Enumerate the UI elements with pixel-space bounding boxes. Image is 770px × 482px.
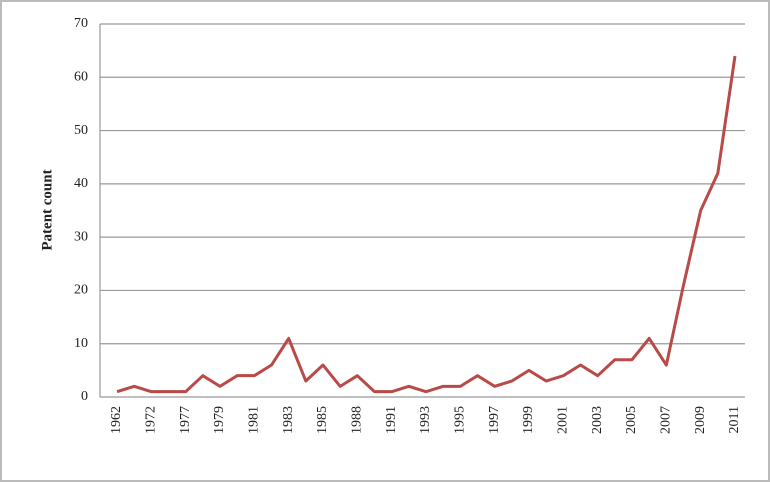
x-tick-label: 1999 [521,406,536,434]
x-tick-label: 1979 [212,406,227,434]
series-line [116,55,737,394]
x-tick-label: 1981 [247,406,262,434]
y-tick-label: 60 [74,70,88,85]
x-tick-label: 1995 [453,406,468,434]
x-tick-label: 2005 [624,406,639,434]
y-tick-label: 10 [74,336,88,351]
y-tick-label: 50 [74,123,88,138]
x-tick-label: 1977 [178,406,193,434]
y-tick-label: 0 [81,389,88,404]
x-tick-label: 1985 [315,406,330,434]
x-tick-label: 2003 [590,406,605,434]
y-tick-label: 70 [74,16,88,31]
x-tick-label: 1972 [144,406,159,434]
x-tick-label: 1988 [350,406,365,434]
y-tick-label: 40 [74,176,88,191]
x-tick-label: 1997 [487,406,502,434]
x-tick-label: 2009 [693,406,708,434]
x-tick-label: 1962 [109,406,124,434]
x-tick-label: 1993 [418,406,433,434]
x-tick-label: 2011 [727,406,742,433]
x-tick-label: 1991 [384,406,399,434]
x-tick-label: 1983 [281,406,296,434]
y-tick-label: 30 [74,229,88,244]
x-tick-label: 2001 [556,406,571,434]
y-axis-label: Patent count [39,169,55,250]
y-tick-label: 20 [74,283,88,298]
x-tick-label: 2007 [659,406,674,434]
